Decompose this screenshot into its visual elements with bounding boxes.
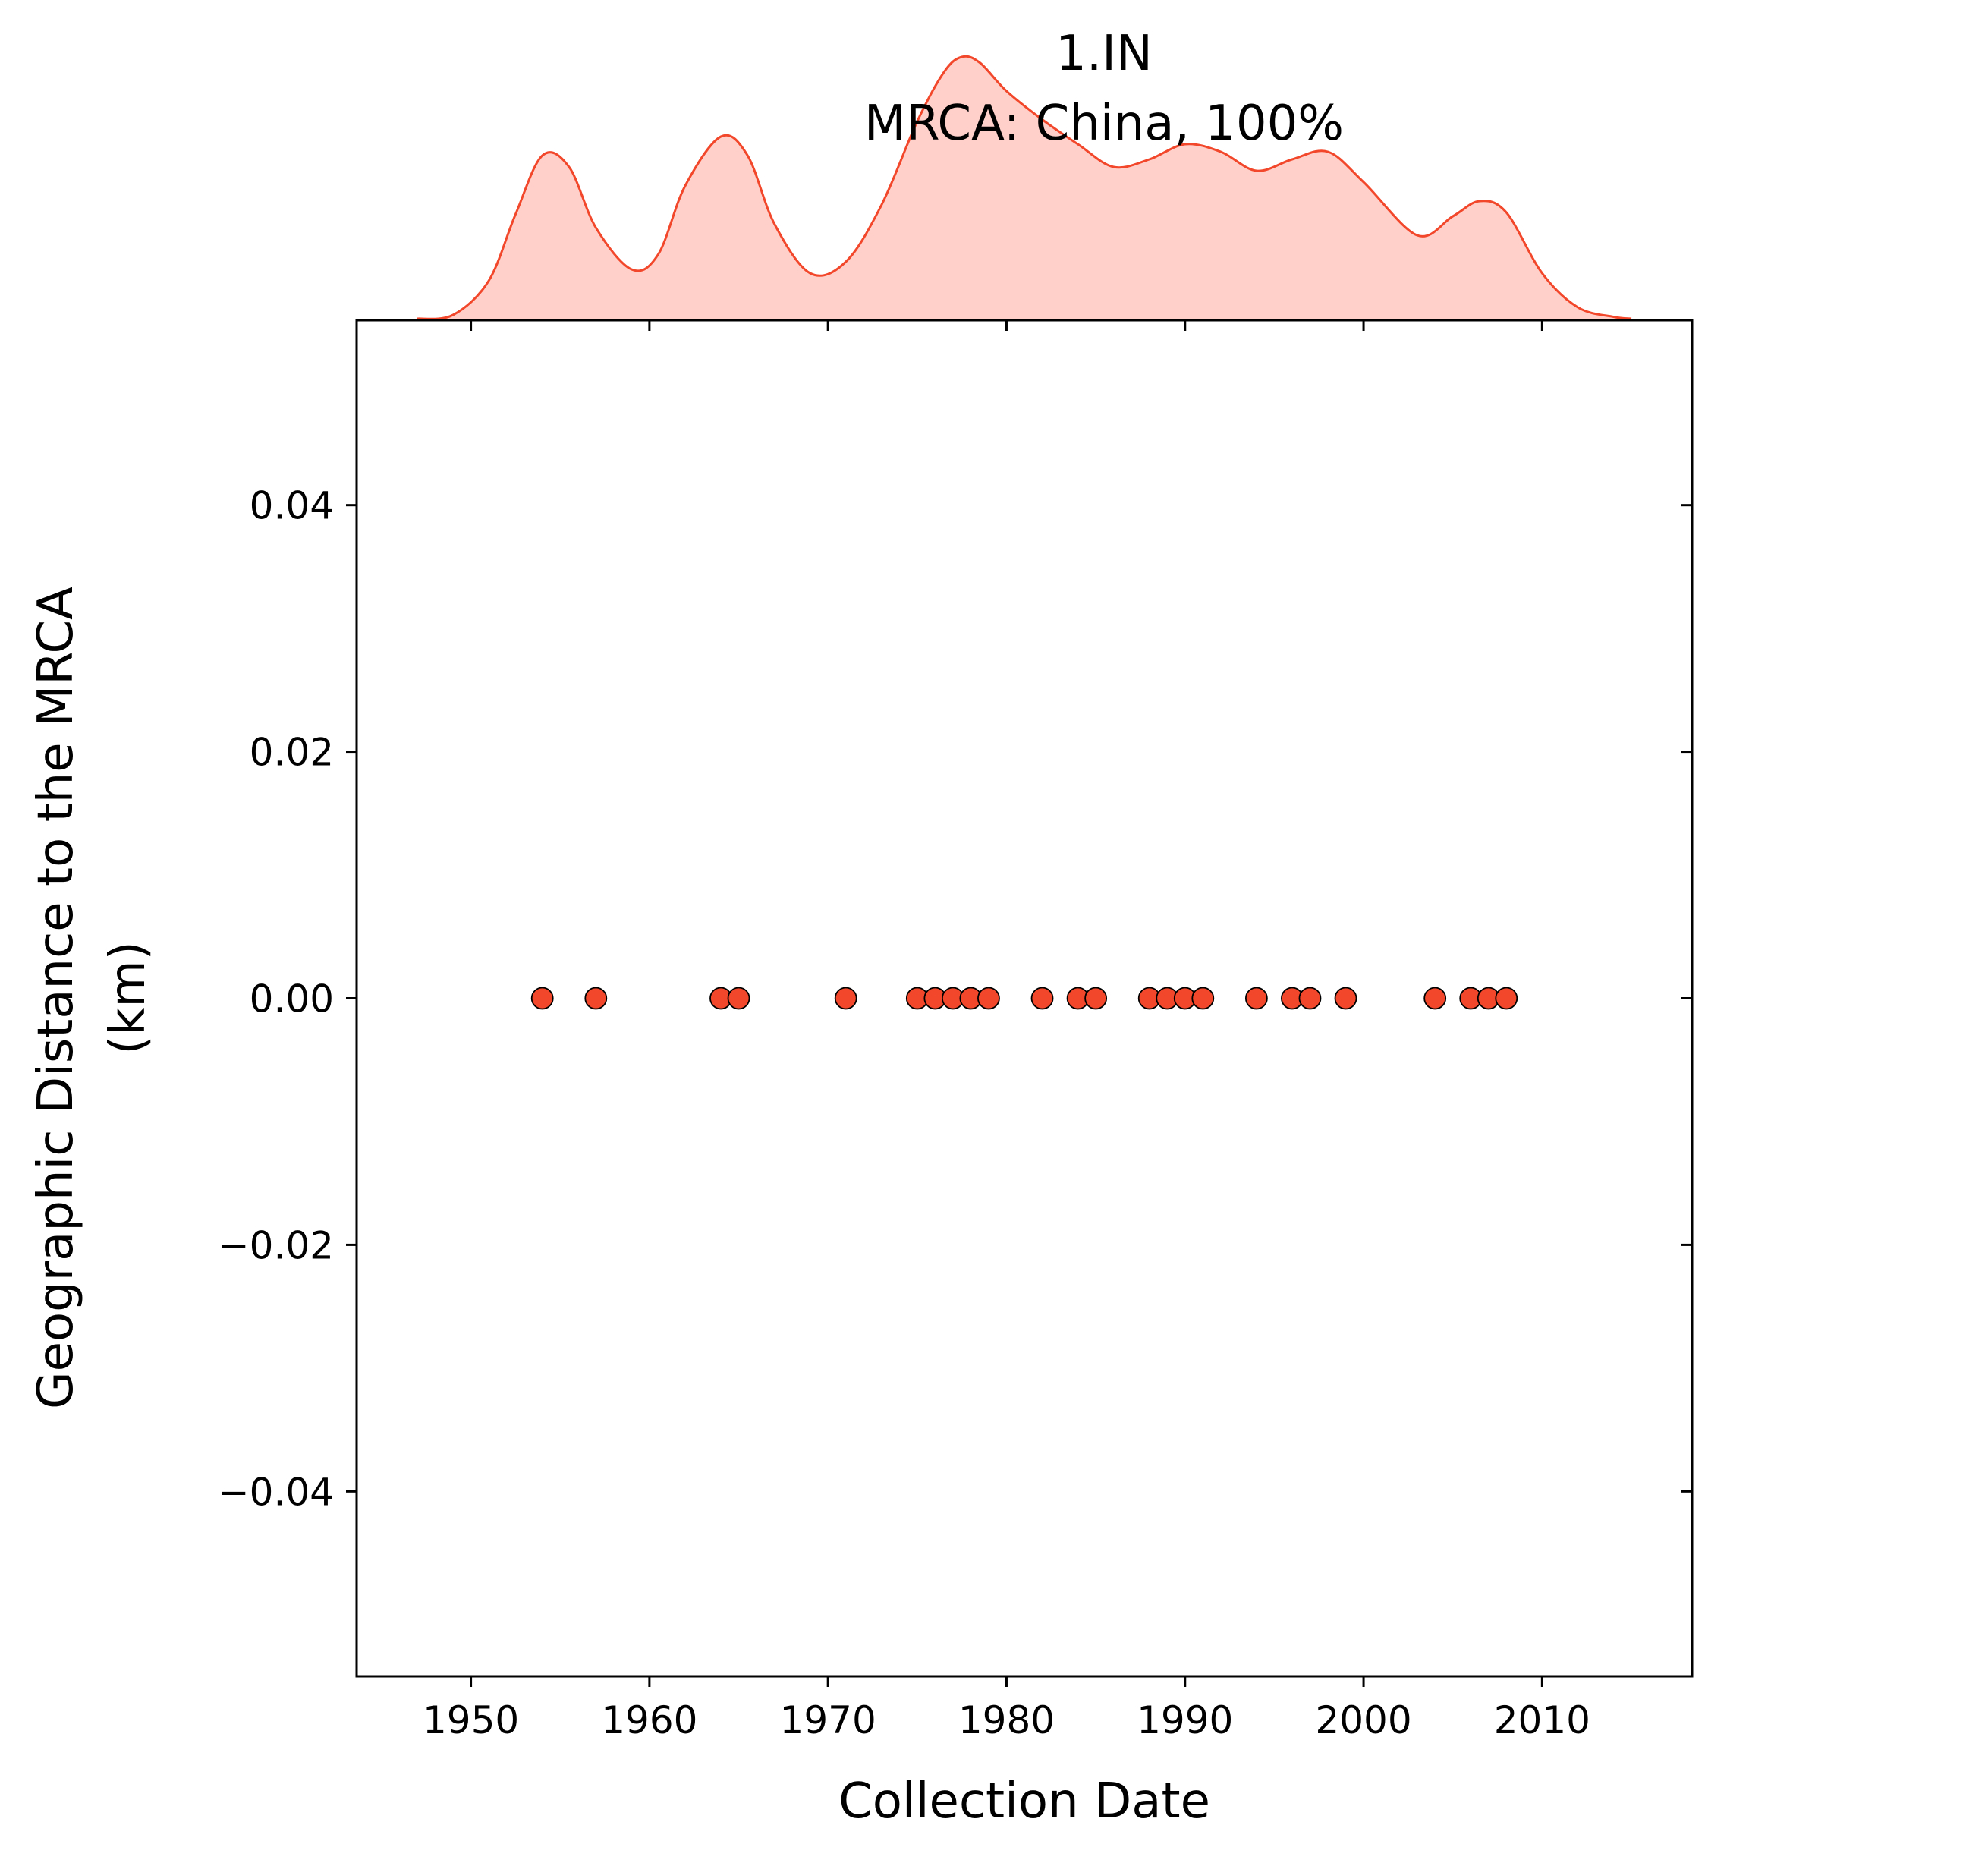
- scatter-point: [977, 987, 1000, 1010]
- scatter-point: [727, 987, 750, 1010]
- scatter-point: [1334, 987, 1357, 1010]
- scatter-point: [584, 987, 608, 1010]
- x-tick-label: 1990: [1137, 1698, 1233, 1742]
- scatter-point: [1495, 987, 1518, 1010]
- scatter-point: [1244, 987, 1268, 1010]
- y-axis-label-line-1: Geographic Distance to the MRCA: [28, 587, 84, 1409]
- scatter-point: [834, 987, 857, 1010]
- y-axis-label-line-2: (km): [100, 941, 156, 1054]
- y-tick-label: −0.02: [218, 1223, 334, 1267]
- scatter-point: [1423, 987, 1447, 1010]
- chart-title-line-1: 1.IN: [1055, 26, 1153, 82]
- scatter-point: [530, 987, 554, 1010]
- scatter-point: [1191, 987, 1215, 1010]
- y-tick-label: −0.04: [218, 1470, 334, 1514]
- x-axis-label: Collection Date: [838, 1773, 1210, 1830]
- x-tick-label: 2010: [1494, 1698, 1590, 1742]
- kde-curve: [417, 55, 1632, 320]
- marginal-kde: [417, 55, 1632, 320]
- chart-title-line-2: MRCA: China, 100%: [864, 96, 1344, 152]
- y-axis: 0.04 0.02 0.00 −0.02 −0.04: [218, 484, 1692, 1514]
- y-tick-label: 0.02: [250, 731, 334, 775]
- kde-fill: [417, 56, 1631, 319]
- x-tick-label: 1960: [601, 1698, 697, 1742]
- scatter-points: [530, 987, 1518, 1010]
- x-tick-label: 2000: [1315, 1698, 1411, 1742]
- scatter-point: [1298, 987, 1322, 1010]
- x-tick-label: 1950: [423, 1698, 519, 1742]
- x-axis: 1950 1960 1970 1980 1990 2000 2010: [423, 320, 1590, 1742]
- x-tick-label: 1980: [958, 1698, 1055, 1742]
- x-tick-label: 1970: [780, 1698, 876, 1742]
- y-tick-label: 0.00: [250, 977, 334, 1021]
- y-tick-label: 0.04: [250, 484, 334, 528]
- scatter-point: [1030, 987, 1054, 1010]
- scatter-point: [1084, 987, 1108, 1010]
